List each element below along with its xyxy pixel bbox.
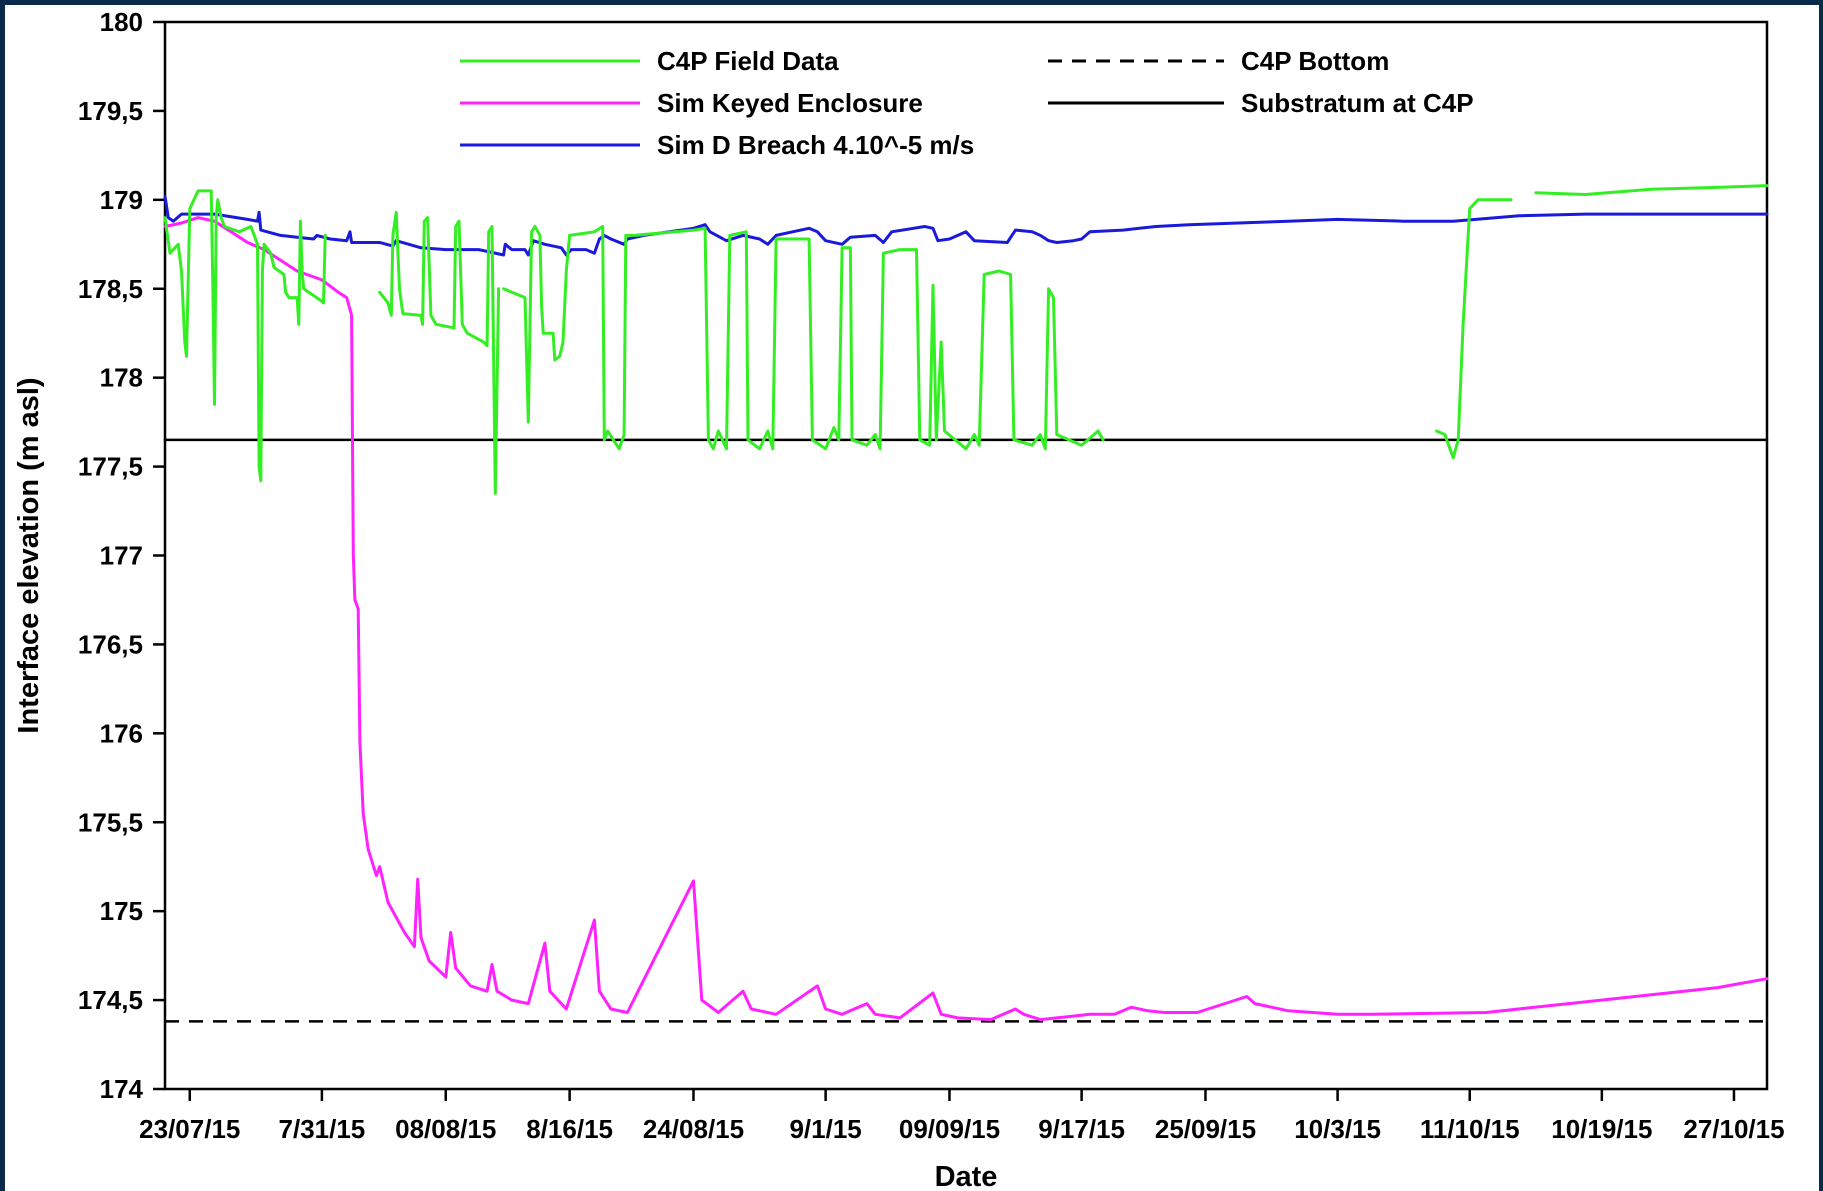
- x-tick-label: 11/10/15: [1420, 1114, 1520, 1144]
- y-tick-label: 178,5: [78, 274, 143, 304]
- series-line-c4p-field-data: [378, 210, 501, 495]
- plot-area-frame: [163, 20, 1769, 1091]
- x-tick-label: 09/09/15: [899, 1114, 1000, 1144]
- y-tick-label: 175: [100, 896, 143, 926]
- x-tick-label: 24/08/15: [643, 1114, 744, 1144]
- frame-edge-left: [0, 0, 5, 1191]
- y-tick-label: 180: [100, 7, 143, 37]
- y-axis-title: Interface elevation (m asl): [13, 377, 45, 733]
- legend-label: C4P Field Data: [657, 46, 839, 76]
- series-line-c4p-field-data: [163, 189, 327, 483]
- x-tick-label: 08/08/15: [395, 1114, 496, 1144]
- y-tick-label: 174,5: [78, 985, 143, 1015]
- y-tick-label: 175,5: [78, 807, 143, 837]
- y-tick-label: 177: [100, 541, 143, 571]
- x-tick-label: 23/07/15: [139, 1114, 240, 1144]
- y-tick-label: 179: [100, 185, 143, 215]
- x-tick-label: 10/19/15: [1551, 1114, 1652, 1144]
- x-axis-title: Date: [935, 1161, 998, 1191]
- y-tick-label: 178: [100, 363, 143, 393]
- frame-edge-top: [0, 0, 1823, 5]
- y-tick-label: 174: [100, 1074, 144, 1104]
- x-tick-label: 27/10/15: [1683, 1114, 1784, 1144]
- x-tick-label: 7/31/15: [279, 1114, 366, 1144]
- series-line-sim-keyed-enclosure: [163, 216, 1769, 1022]
- series-line-c4p-field-data: [1435, 198, 1513, 460]
- y-tick-label: 176,5: [78, 629, 143, 659]
- legend-label: Substratum at C4P: [1241, 88, 1474, 118]
- frame-edge-right: [1819, 0, 1823, 1191]
- legend-label: Sim D Breach 4.10^-5 m/s: [657, 130, 974, 160]
- series-line-c4p-field-data: [502, 225, 1105, 451]
- y-tick-label: 179,5: [78, 96, 143, 126]
- x-tick-label: 9/17/15: [1038, 1114, 1125, 1144]
- y-tick-label: 177,5: [78, 452, 143, 482]
- x-tick-label: 10/3/15: [1294, 1114, 1381, 1144]
- series-line-sim-d-breach-4-10-5-m-s: [163, 194, 1769, 257]
- y-tick-label: 176: [100, 718, 143, 748]
- x-tick-label: 8/16/15: [526, 1114, 613, 1144]
- x-tick-label: 9/1/15: [789, 1114, 861, 1144]
- legend-label: Sim Keyed Enclosure: [657, 88, 923, 118]
- x-tick-label: 25/09/15: [1155, 1114, 1256, 1144]
- series-line-c4p-field-data: [1534, 184, 1769, 196]
- legend-label: C4P Bottom: [1241, 46, 1389, 76]
